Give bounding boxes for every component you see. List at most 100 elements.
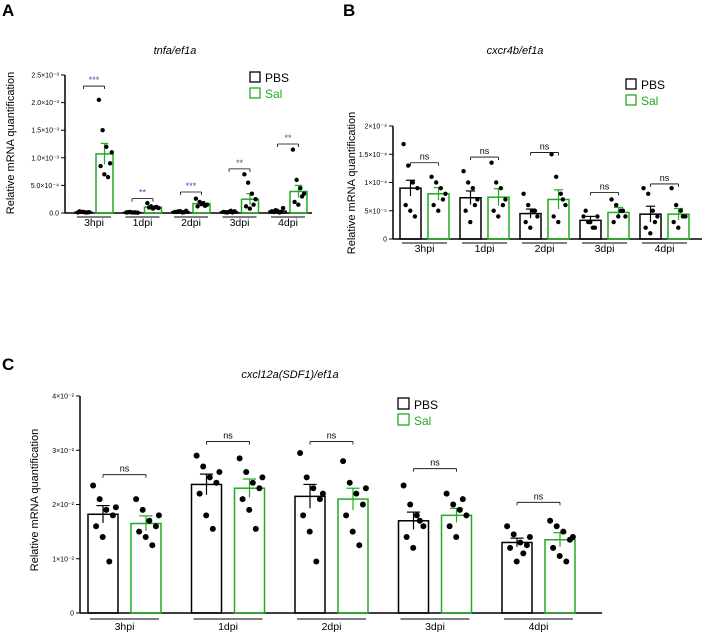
x-tick-label: 1dpi (475, 243, 495, 255)
data-point (300, 512, 307, 519)
data-point (150, 206, 156, 211)
bar-pbs-2dpi (294, 495, 326, 614)
data-point (523, 542, 530, 549)
data-point (416, 517, 423, 524)
data-point (655, 214, 660, 219)
data-point (461, 169, 466, 174)
data-point (313, 558, 320, 565)
x-tick-label: 3hpi (115, 621, 135, 633)
data-point (433, 180, 439, 185)
data-point (446, 523, 453, 530)
data-point (470, 185, 476, 191)
data-point (84, 210, 90, 215)
significance-label: *** (89, 75, 100, 85)
legend-pbs-swatch (249, 71, 261, 83)
legend-pbs-label: PBS (265, 71, 289, 85)
data-point (102, 172, 107, 177)
x-tick-label: 4dpi (278, 217, 298, 229)
data-point (154, 204, 159, 210)
data-point (252, 525, 259, 532)
data-point (105, 174, 111, 180)
bar-sal-3dpi (440, 514, 473, 614)
data-point (253, 197, 258, 202)
data-point (275, 208, 280, 213)
y-tick-label: 0.0 (49, 211, 59, 218)
panel-c-letter: C (2, 355, 14, 374)
data-point (560, 197, 566, 202)
data-point (431, 202, 436, 208)
y-tick-label: 1.5×10⁻⁴ (359, 152, 387, 159)
data-point (96, 496, 103, 503)
significance-label: ns (430, 458, 440, 468)
data-point (93, 523, 100, 530)
bar-pbs-1dpi (190, 483, 223, 614)
legend-sal-label: Sal (641, 94, 658, 108)
data-point (356, 542, 363, 549)
data-point (142, 534, 149, 541)
data-point (676, 225, 681, 230)
data-point (206, 474, 213, 481)
data-point (106, 558, 113, 565)
panel-a-legend: PBS Sal (249, 71, 289, 101)
data-point (145, 200, 150, 206)
y-tick-label: 1×10⁻² (52, 556, 74, 563)
y-tick-label: 3×10⁻² (52, 448, 74, 455)
x-tick-label: 4dpi (529, 621, 549, 633)
data-point (230, 210, 235, 215)
data-point (200, 463, 207, 470)
legend-pbs-label: PBS (641, 78, 665, 92)
significance-label: ** (236, 158, 244, 168)
data-point (459, 496, 466, 503)
x-tick-label: 1dpi (218, 621, 238, 633)
data-point (410, 544, 417, 551)
x-tick-label: 4dpi (655, 243, 675, 255)
panel-b-letter: B (343, 1, 355, 20)
data-point (429, 174, 434, 180)
data-point (609, 197, 614, 202)
data-point (222, 209, 228, 215)
data-point (174, 209, 179, 215)
data-point (359, 501, 366, 508)
data-point (550, 544, 557, 551)
data-point (146, 517, 153, 524)
y-tick-label: 5×10⁻⁵ (365, 208, 387, 215)
data-point (256, 485, 263, 492)
data-point (346, 479, 353, 486)
data-point (611, 219, 616, 225)
data-point (242, 172, 247, 177)
significance-label: ns (480, 146, 490, 156)
data-point (493, 180, 499, 185)
x-tick-label: 1dpi (133, 217, 153, 229)
data-point (149, 542, 156, 549)
data-point (450, 501, 457, 508)
data-point (403, 534, 410, 541)
data-point (203, 512, 210, 519)
panel-c-title: cxcl12a(SDF1)/ef1a (241, 369, 338, 381)
data-point (475, 197, 480, 202)
y-tick-label: 5.0×10⁻⁴ (31, 183, 59, 190)
bar-sal-4dpi (544, 539, 576, 614)
data-point (456, 506, 463, 513)
data-point (303, 474, 310, 481)
data-point (99, 534, 106, 541)
data-point (193, 196, 199, 201)
data-point (504, 523, 511, 530)
data-point (500, 202, 506, 208)
data-point (588, 219, 593, 225)
panel-c-legend: PBS Sal (397, 397, 438, 428)
data-point (547, 517, 554, 524)
data-point (136, 528, 143, 535)
bar-pbs-3dpi (397, 520, 430, 614)
data-point (673, 202, 679, 208)
data-point (77, 209, 82, 214)
y-tick-label: 1×10⁻⁴ (365, 180, 387, 187)
data-point (133, 496, 140, 503)
data-point (353, 490, 360, 497)
data-point (133, 210, 138, 215)
panel-a-ylabel: Relative mRNA quantification (5, 72, 17, 214)
data-point (549, 152, 554, 157)
x-tick-label: 2dpi (535, 243, 555, 255)
x-tick-label: 2dpi (181, 217, 201, 229)
data-point (294, 177, 299, 183)
